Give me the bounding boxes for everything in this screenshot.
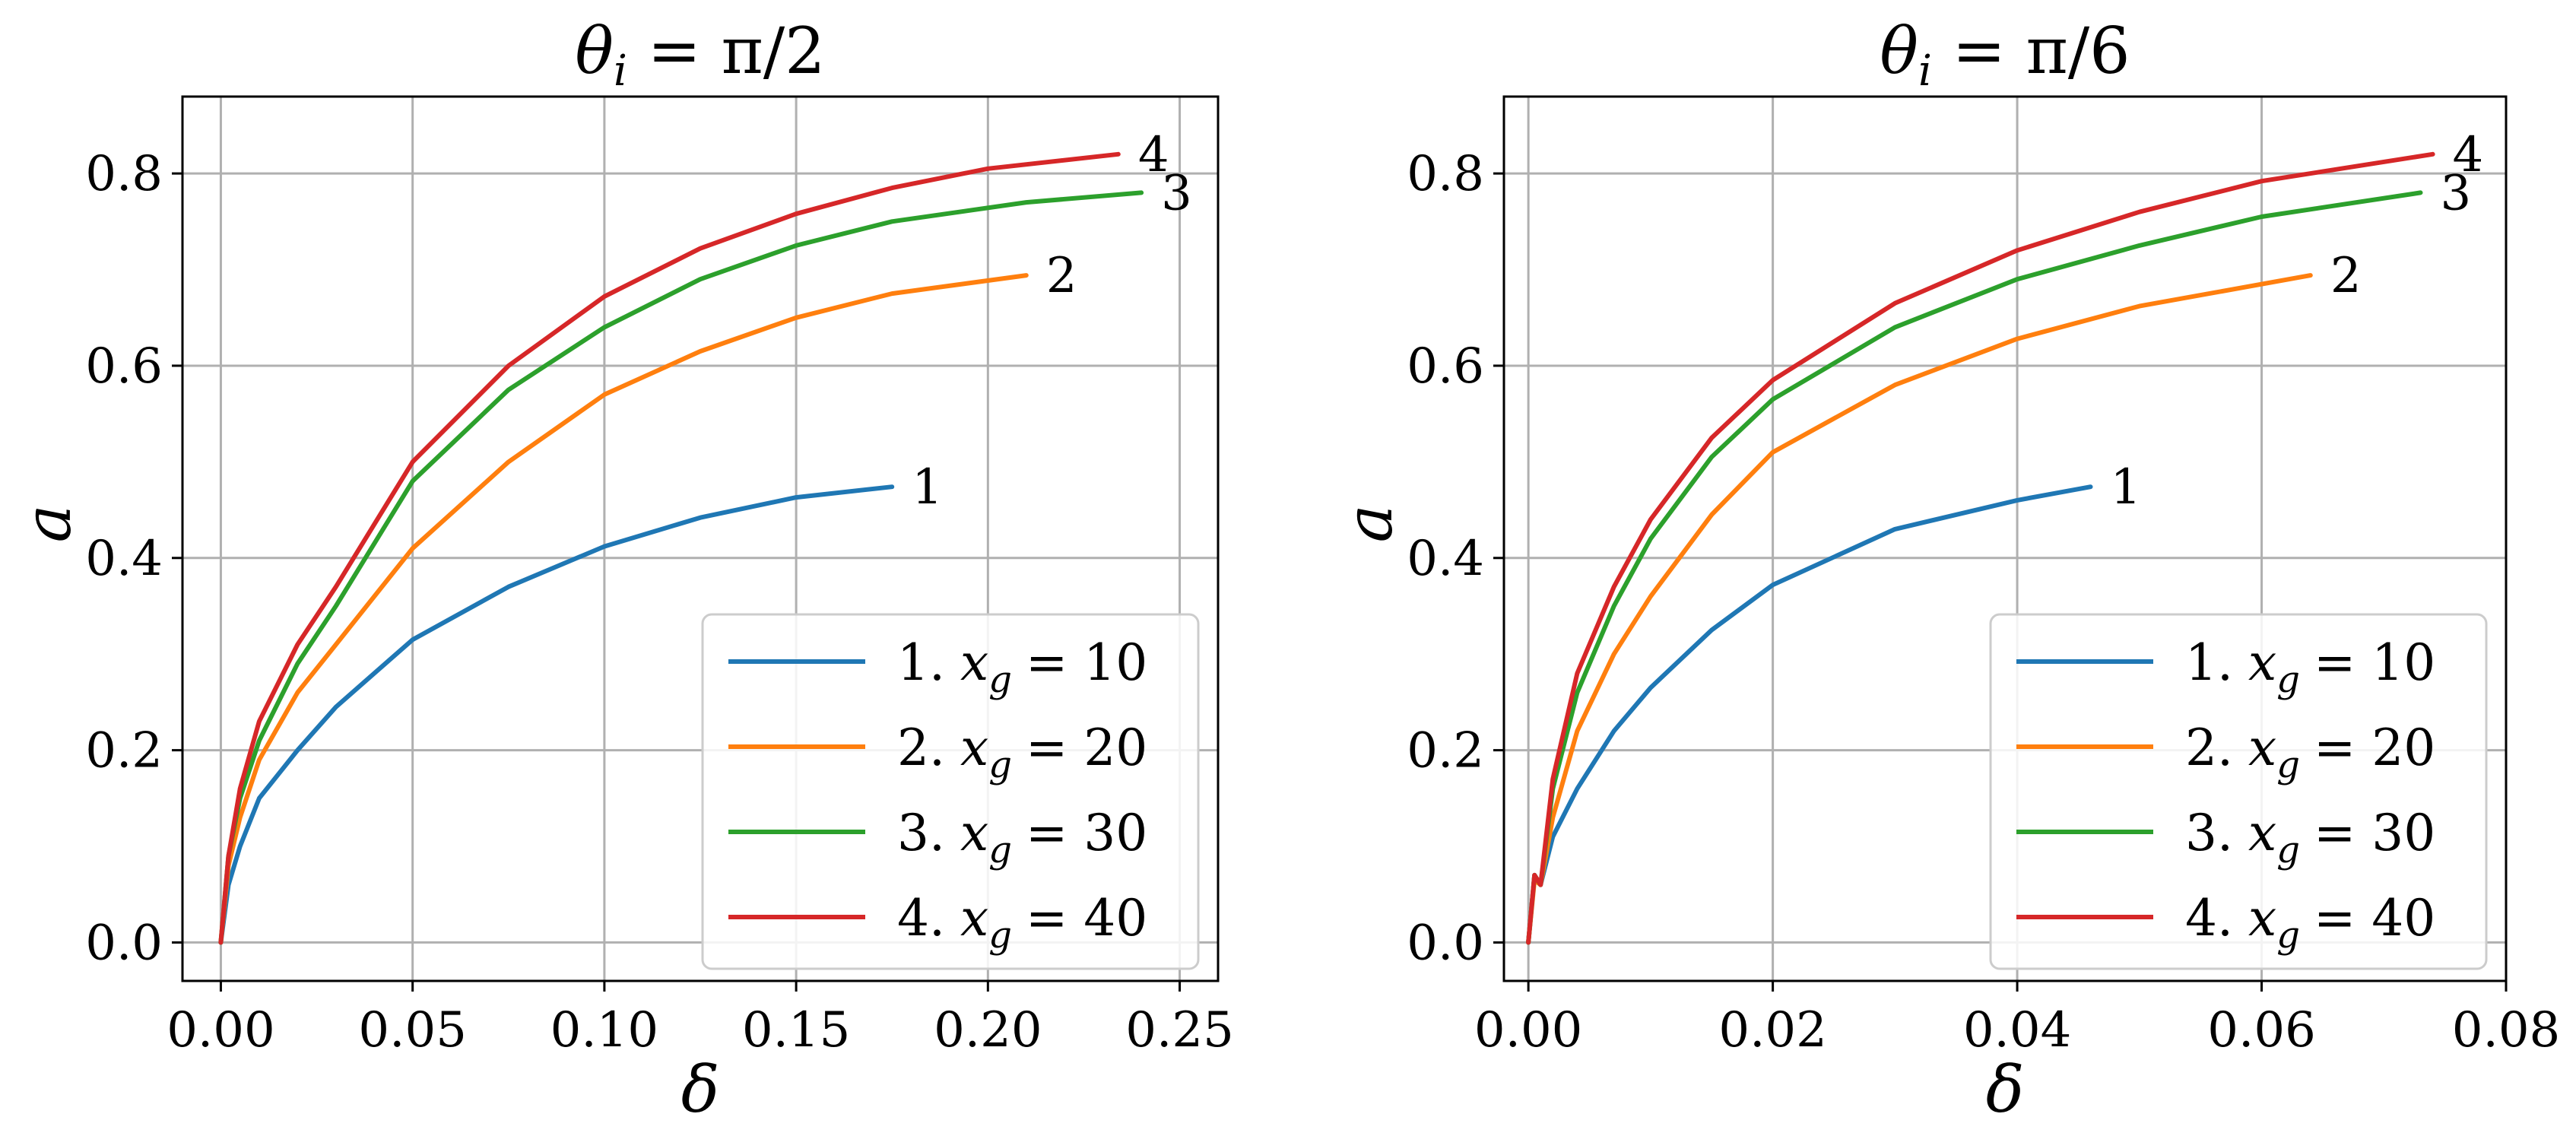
legend-sub: g <box>2276 659 2300 701</box>
legend-prefix: 4. <box>2185 889 2233 947</box>
x-tick-label: 0.00 <box>1474 1002 1583 1058</box>
series-line-2 <box>218 273 1029 945</box>
legend-var: x <box>2248 889 2276 947</box>
series-end-label-4: 4 <box>2453 127 2484 183</box>
legend-box <box>1989 613 2488 970</box>
chart-panel-right: 1 2 34 0.00 0.02 0.04 0.06 0.08 0.0 0.2 0.4 0.6 0.8 δ… <box>1332 14 2560 1127</box>
y-tick-label: 0.8 <box>1407 146 1484 202</box>
legend-prefix: 2. <box>2185 719 2233 777</box>
chart-panel-left: 1 2 34 0.00 0.05 0.10 0.15 0.20 0.25 0.0 0.2 0.4 0.6… <box>11 14 1234 1127</box>
legend-value: = 20 <box>1026 719 1147 777</box>
legend-label-4: 4. xg = 40 <box>897 889 1147 957</box>
legend-prefix: 2. <box>897 719 945 777</box>
x-tick-label: 0.04 <box>1963 1002 2072 1058</box>
series-line-4 <box>218 151 1121 945</box>
legend-sub: g <box>2276 914 2300 957</box>
series-end-label-4: 4 <box>1138 127 1169 183</box>
y-axis-label: a <box>1332 504 1407 542</box>
y-axis-label: a <box>11 504 85 542</box>
x-tick-label: 0.00 <box>167 1002 275 1058</box>
x-axis-label: δ <box>1986 1052 2025 1127</box>
legend-sub: g <box>988 744 1012 786</box>
plot-frame <box>1502 95 2508 982</box>
legend-sub: g <box>2276 744 2300 786</box>
y-tick-label: 0.2 <box>1407 723 1484 779</box>
y-tick-label: 0.0 <box>85 915 163 971</box>
legend-prefix: 4. <box>897 889 945 947</box>
legend-var: x <box>960 804 988 862</box>
y-tick-label: 0.6 <box>1407 338 1484 395</box>
legend-prefix: 3. <box>897 804 945 862</box>
series-end-label-3: 3 <box>2440 165 2471 221</box>
y-tick-label: 0.8 <box>85 146 163 202</box>
series-end-label-3: 3 <box>1161 165 1192 221</box>
legend-label-3: 3. xg = 30 <box>2185 804 2435 871</box>
title-rest: = π/2 <box>627 14 826 88</box>
title-subscript: i <box>1918 46 1932 96</box>
x-axis-label: δ <box>681 1052 720 1127</box>
legend-prefix: 1. <box>2185 633 2233 692</box>
y-tick-label: 0.6 <box>85 338 163 395</box>
legend-label-1: 1. xg = 10 <box>897 633 1147 701</box>
legend-prefix: 1. <box>897 633 945 692</box>
legend-value: = 10 <box>1026 633 1147 692</box>
legend-var: x <box>960 633 988 692</box>
x-tick-label: 0.02 <box>1718 1002 1827 1058</box>
y-tick-label: 0.0 <box>1407 915 1484 971</box>
legend-value: = 30 <box>2314 804 2435 862</box>
title-rest: = π/6 <box>1932 14 2130 88</box>
series-end-label-1: 1 <box>2111 459 2142 516</box>
plot-frame <box>181 95 1220 982</box>
x-tick-label: 0.08 <box>2452 1002 2561 1058</box>
legend-sub: g <box>988 829 1012 871</box>
x-tick-label: 0.05 <box>358 1002 467 1058</box>
y-tick-label: 0.2 <box>85 723 163 779</box>
legend-label-2: 2. xg = 20 <box>2185 719 2435 786</box>
x-tick-label: 0.25 <box>1125 1002 1234 1058</box>
title-base: θ <box>575 14 614 88</box>
x-tick-label: 0.20 <box>934 1002 1042 1058</box>
legend-sub: g <box>988 914 1012 957</box>
x-tick-label: 0.10 <box>550 1002 659 1058</box>
legend-value: = 20 <box>2314 719 2435 777</box>
series-end-label-2: 2 <box>1046 248 1077 304</box>
legend-value: = 30 <box>1026 804 1147 862</box>
legend-var: x <box>2248 633 2276 692</box>
series-line-4 <box>1526 151 2435 945</box>
legend-var: x <box>2248 719 2276 777</box>
legend-var: x <box>2248 804 2276 862</box>
legend-value: = 40 <box>2314 889 2435 947</box>
title-base: θ <box>1880 14 1918 88</box>
legend-var: x <box>960 889 988 947</box>
legend-label-4: 4. xg = 40 <box>2185 889 2435 957</box>
series-line-1 <box>218 484 895 945</box>
legend-box <box>701 613 1200 970</box>
chart-title: θi = π/6 <box>1880 14 2130 96</box>
legend-label-2: 2. xg = 20 <box>897 719 1147 786</box>
legend-sub: g <box>2276 829 2300 871</box>
legend-sub: g <box>988 659 1012 701</box>
series-end-label-1: 1 <box>912 459 943 516</box>
chart-title: θi = π/2 <box>575 14 825 96</box>
legend-value: = 40 <box>1026 889 1147 947</box>
series-line-3 <box>218 190 1144 945</box>
legend-label-3: 3. xg = 30 <box>897 804 1147 871</box>
legend-var: x <box>960 719 988 777</box>
title-subscript: i <box>614 46 627 96</box>
x-tick-label: 0.15 <box>742 1002 851 1058</box>
y-tick-label: 0.4 <box>1407 531 1484 587</box>
series-end-label-2: 2 <box>2330 248 2362 304</box>
x-tick-label: 0.06 <box>2207 1002 2316 1058</box>
legend-label-1: 1. xg = 10 <box>2185 633 2435 701</box>
y-tick-label: 0.4 <box>85 531 163 587</box>
legend-value: = 10 <box>2314 633 2435 692</box>
legend-prefix: 3. <box>2185 804 2233 862</box>
